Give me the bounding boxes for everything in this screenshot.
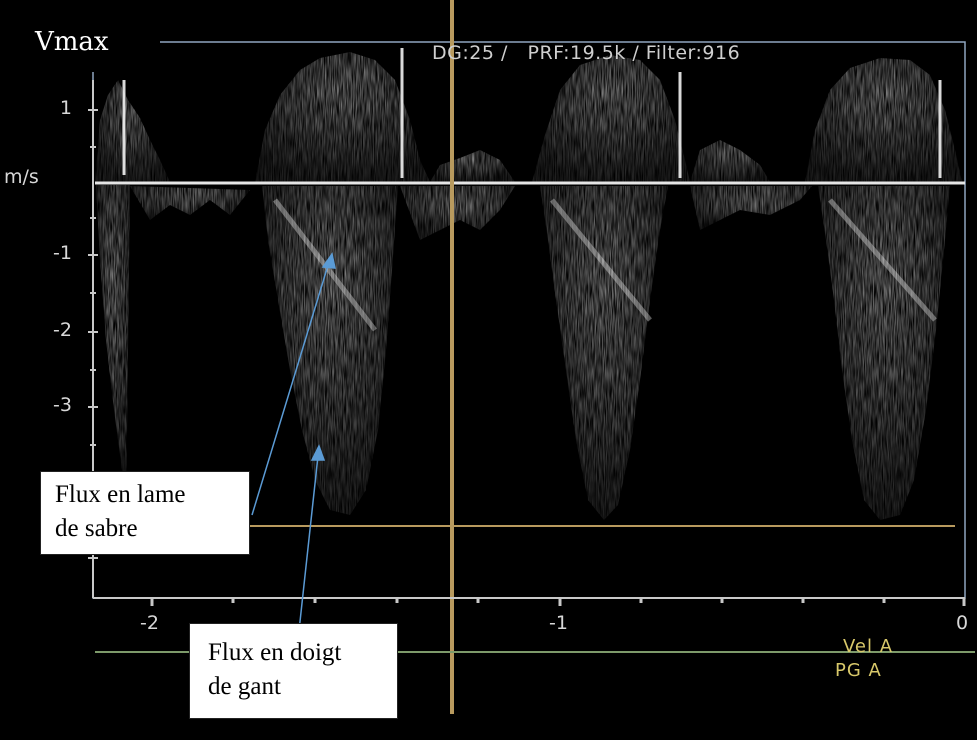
reverse-spectrum (96, 185, 950, 520)
forward-spectrum (95, 52, 962, 182)
callout-lame-de-sabre: Flux en lame de sabre (40, 471, 250, 555)
time-axis-ticks (150, 598, 966, 606)
arrow-sabre-head (321, 252, 336, 269)
time-tick-label: 0 (956, 612, 969, 634)
time-tick-label: -1 (549, 612, 568, 634)
arrow-gant-head (310, 444, 326, 461)
time-tick-label: -2 (140, 612, 159, 634)
velocity-tick-label: -2 (53, 319, 72, 341)
pg-a-label: PG A (835, 660, 882, 681)
arrow-sabre (251, 261, 330, 516)
annotation-arrows (251, 252, 336, 641)
vmax-label: Vmax (35, 27, 109, 57)
velocity-tick-label: -3 (53, 394, 72, 416)
velocity-unit-label: m/s (4, 166, 39, 188)
vmax-label-box: Vmax (0, 0, 160, 72)
velocity-tick-label: 1 (59, 97, 72, 119)
forward-spectrum-spikes (122, 48, 942, 178)
callout-doigt-de-gant: Flux en doigt de gant (189, 623, 398, 719)
velocity-tick-label: -1 (53, 242, 72, 264)
arrow-gant (297, 455, 319, 641)
acquisition-settings: DG:25 / PRF:19.5k / Filter:916 (432, 42, 741, 64)
vel-a-label: Vel A (843, 636, 894, 657)
